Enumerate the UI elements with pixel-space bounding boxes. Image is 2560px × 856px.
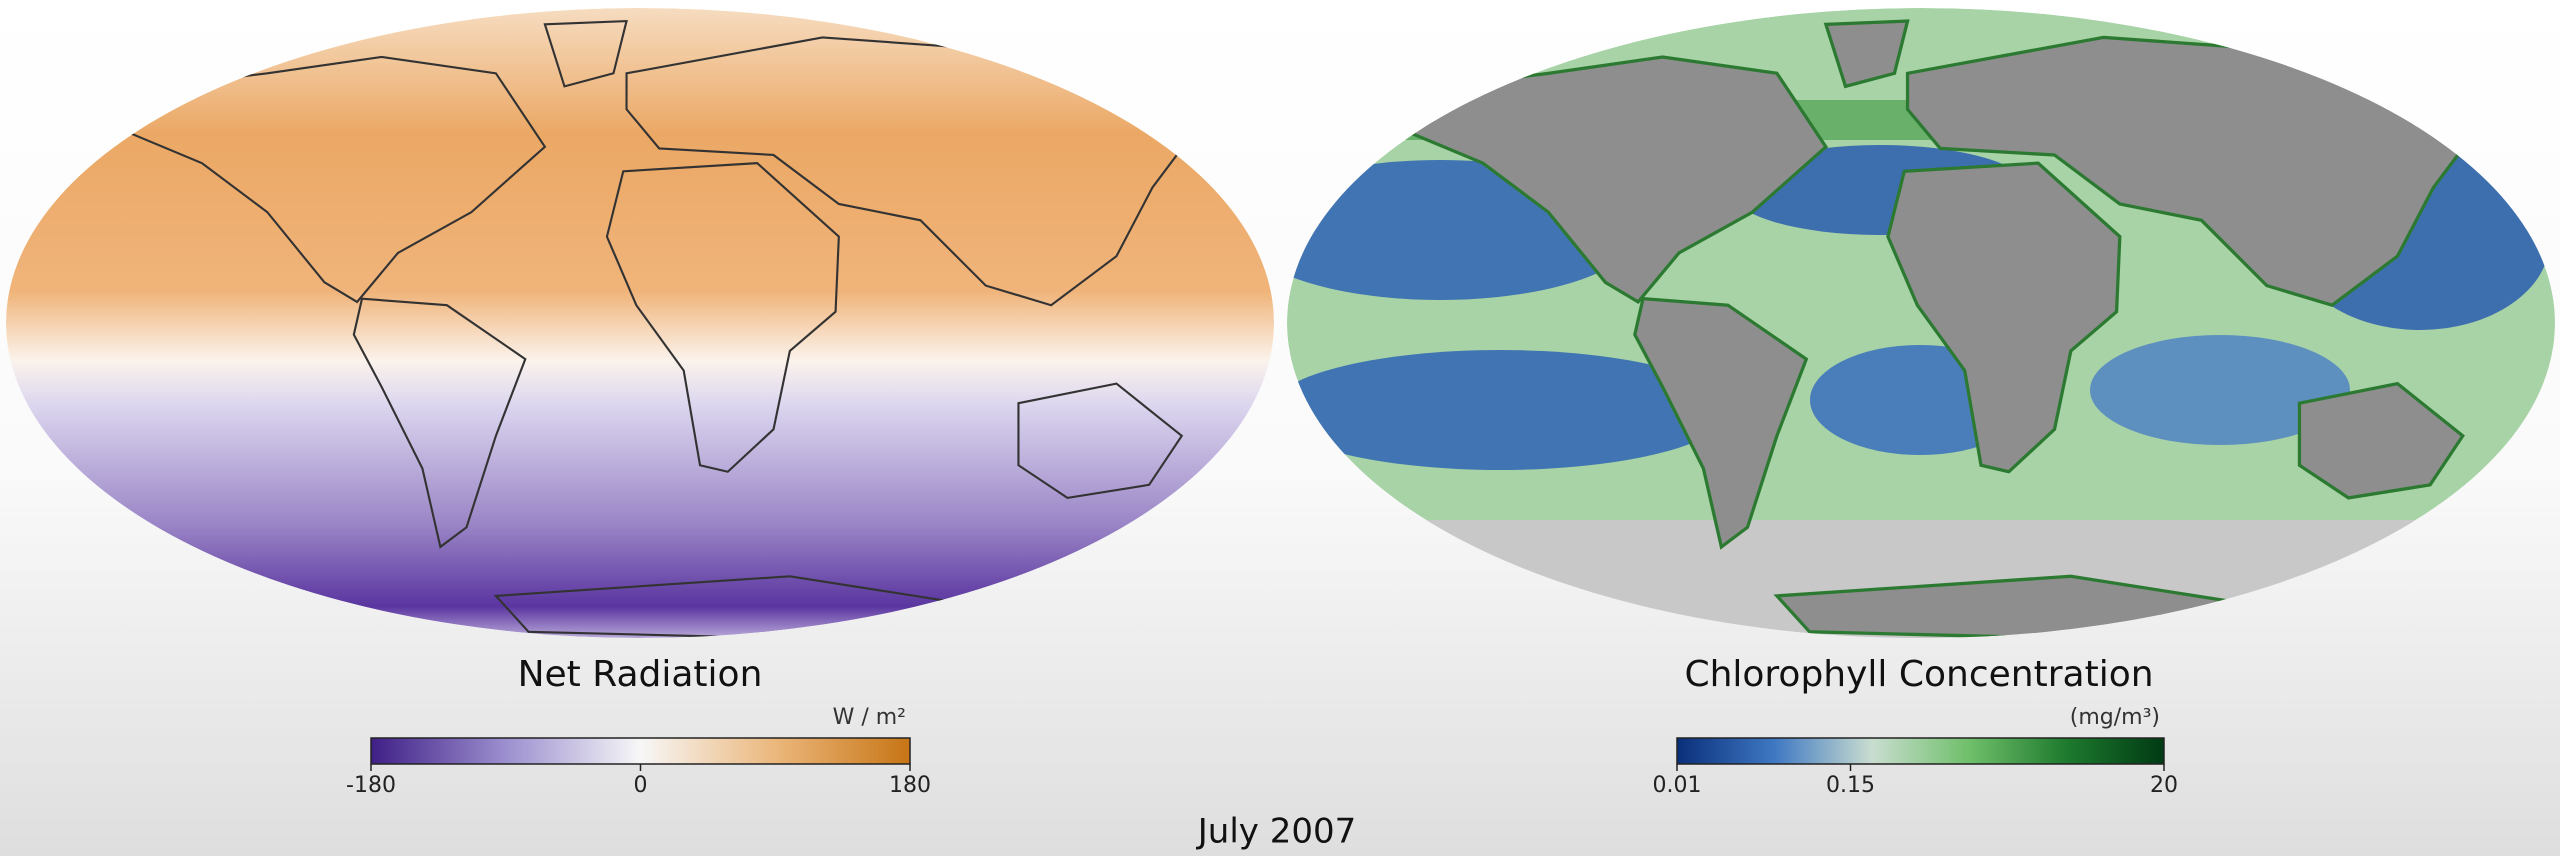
colorbar-tick-label: 180 [889, 773, 931, 798]
colorbar-tick-label: 0.15 [1826, 773, 1875, 798]
date-label: July 2007 [1196, 812, 1356, 852]
panel-title: Net Radiation [518, 654, 763, 695]
ocean-gyre [1287, 350, 1730, 470]
colorbar-tick-label: 0 [634, 773, 648, 798]
colorbar [1676, 737, 2165, 765]
colorbar-unit: (mg/m³) [2070, 705, 2160, 730]
colorbar-tick-label: 20 [2150, 773, 2178, 798]
colorbar-tick-label: -180 [346, 773, 396, 798]
colorbar-unit: W / m² [833, 705, 906, 730]
panel-title: Chlorophyll Concentration [1684, 654, 2153, 695]
map-globe [6, 8, 1274, 638]
net-radiation-map [6, 8, 1274, 638]
colorbar-tick-label: 0.01 [1653, 773, 1702, 798]
ocean-gyre [2090, 335, 2350, 445]
colorbar [370, 737, 911, 765]
